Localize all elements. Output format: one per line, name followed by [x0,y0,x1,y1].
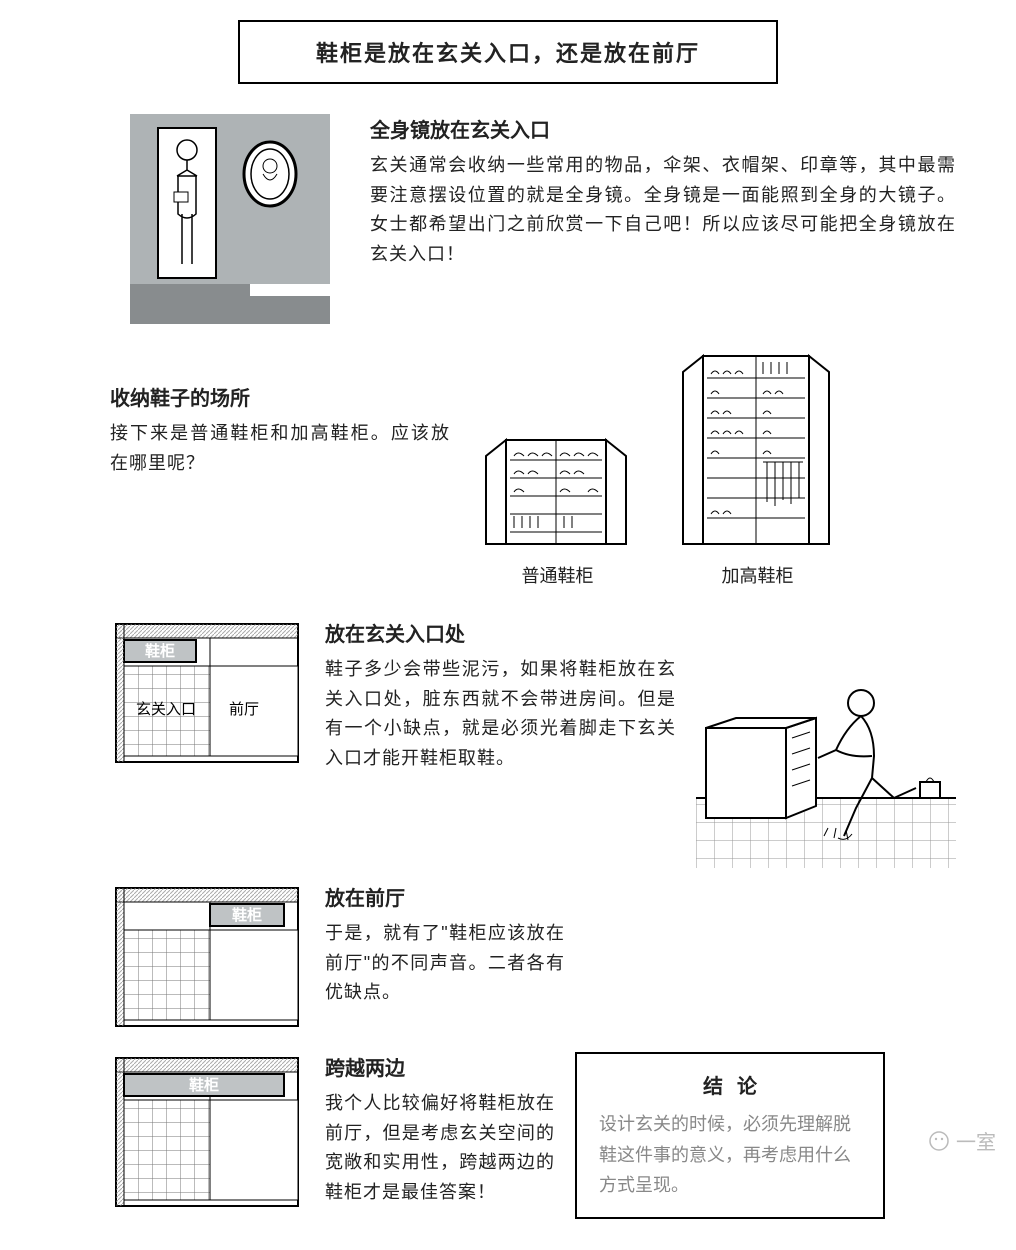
conclusion-box: 结论 设计玄关的时候，必须先理解脱鞋这件事的意义，再考虑用什么方式呈现。 [575,1052,885,1219]
entry-body: 鞋子多少会带些泥污，如果将鞋柜放在玄关入口处，脏东西就不会带进房间。但是有一个小… [325,655,676,774]
plan-label-cabinet: 鞋柜 [189,1076,219,1094]
cabinet-normal: 普通鞋柜 [480,412,635,588]
section-storage: 收纳鞋子的场所 接下来是普通鞋柜和加高鞋柜。应该放在哪里呢？ [60,352,956,588]
mirror-heading: 全身镜放在玄关入口 [370,114,956,143]
section-hall: 鞋柜 放在前厅 于是，就有了"鞋柜应该放在前厅"的不同声音。二者各有优缺点。 [60,882,956,1032]
cabinet-tall: 加高鞋柜 [675,352,840,588]
plan-label-hall: 前厅 [229,701,259,718]
mirror-body: 玄关通常会收纳一些常用的物品，伞架、衣帽架、印章等，其中最需要注意摆设位置的就是… [370,151,956,270]
plan-label-cabinet: 鞋柜 [232,906,262,924]
section-entry: 鞋柜 玄关入口 前厅 放在玄关入口处 鞋子多少会带些泥污，如果将鞋柜放在玄关入口… [60,618,956,868]
watermark-text: 一室 [956,1126,996,1155]
floorplan-entry: 鞋柜 玄关入口 前厅 [110,618,305,768]
page-title: 鞋柜是放在玄关入口，还是放在前厅 [238,20,778,84]
conclusion-body: 设计玄关的时候，必须先理解脱鞋这件事的意义，再考虑用什么方式呈现。 [599,1109,861,1201]
storage-body: 接下来是普通鞋柜和加高鞋柜。应该放在哪里呢？ [110,419,450,478]
section-both: 鞋柜 跨越两边 我个人比较偏好将鞋柜放在前厅，但是考虑玄关空间的宽敞和实用性，跨… [60,1052,956,1219]
person-illustration [696,678,956,868]
entry-heading: 放在玄关入口处 [325,618,676,647]
storage-heading: 收纳鞋子的场所 [110,382,450,411]
plan-label-entry: 玄关入口 [136,701,196,718]
both-body: 我个人比较偏好将鞋柜放在前厅，但是考虑玄关空间的宽敞和实用性，跨越两边的鞋柜才是… [325,1089,555,1208]
both-heading: 跨越两边 [325,1052,555,1081]
section-mirror: 全身镜放在玄关入口 玄关通常会收纳一些常用的物品，伞架、衣帽架、印章等，其中最需… [60,114,956,324]
watermark: 一室 [928,1126,996,1155]
floorplan-hall: 鞋柜 [110,882,305,1032]
plan-label-cabinet: 鞋柜 [145,642,175,660]
floorplan-both: 鞋柜 [110,1052,305,1212]
mirror-illustration [130,114,330,324]
hall-body: 于是，就有了"鞋柜应该放在前厅"的不同声音。二者各有优缺点。 [325,919,565,1008]
hall-heading: 放在前厅 [325,882,565,911]
cabinet-tall-label: 加高鞋柜 [675,562,840,588]
cabinet-normal-label: 普通鞋柜 [480,562,635,588]
conclusion-heading: 结论 [599,1070,861,1099]
